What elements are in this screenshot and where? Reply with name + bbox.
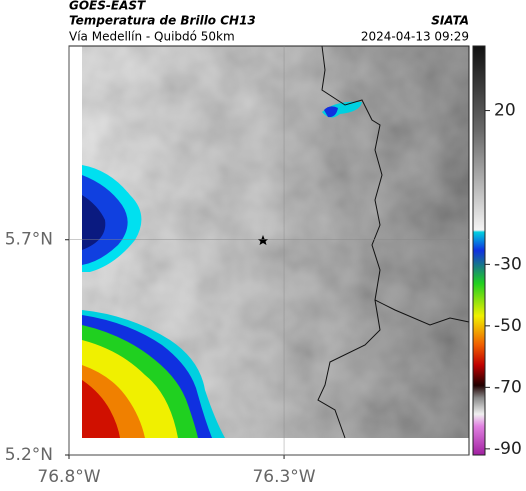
x-tick-label: 76.3°W bbox=[252, 467, 315, 487]
colorbar bbox=[472, 45, 486, 456]
colorbar-label: -30 bbox=[494, 254, 522, 274]
colorbar-label: -50 bbox=[494, 316, 522, 336]
timestamp: 2024-04-13 09:29 bbox=[361, 30, 469, 44]
y-tick-label: 5.2°N bbox=[5, 445, 53, 465]
colorbar-label: 20 bbox=[494, 101, 516, 121]
y-tick-label: 5.7°N bbox=[5, 230, 53, 250]
satellite: GOES-EAST bbox=[69, 0, 146, 13]
colorbar-label: -70 bbox=[494, 377, 522, 397]
x-tick-label: 76.8°W bbox=[37, 467, 100, 487]
title: Temperatura de Brillo CH13 bbox=[69, 14, 256, 28]
source: SIATA bbox=[431, 14, 469, 28]
subtitle: Vía Medellín - Quibdó 50km bbox=[69, 30, 235, 44]
map-image bbox=[68, 45, 470, 456]
colorbar-label: -90 bbox=[494, 439, 522, 459]
